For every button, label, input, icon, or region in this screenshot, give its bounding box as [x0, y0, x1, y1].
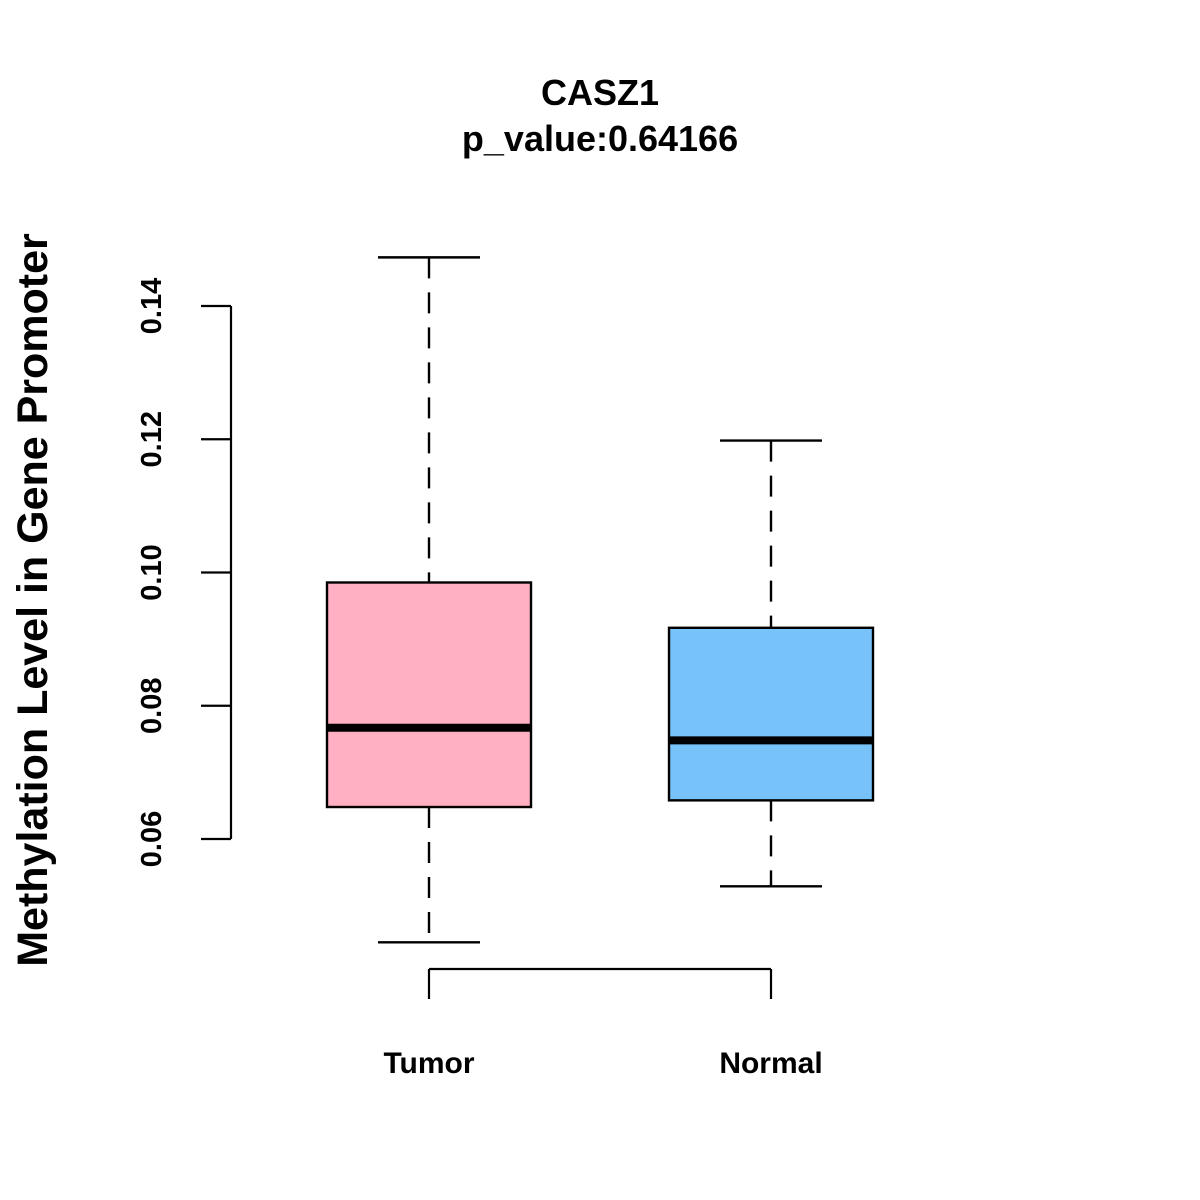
y-axis: 0.06 0.08 0.10 0.12 0.14: [136, 278, 233, 867]
chart-subtitle: p_value:0.64166: [462, 118, 738, 159]
x-tick-label: Tumor: [383, 1047, 474, 1080]
box-normal: [667, 439, 875, 888]
y-axis-label: Methylation Level in Gene Promoter: [9, 233, 57, 967]
boxes: [325, 256, 875, 944]
x-axis: Tumor Normal: [383, 967, 823, 1080]
iqr-box: [667, 626, 875, 802]
x-tick-label: Normal: [719, 1047, 822, 1080]
y-tick-label: 0.12: [136, 411, 168, 467]
y-tick-label: 0.06: [136, 811, 168, 867]
box-tumor: [325, 256, 533, 944]
y-tick-label: 0.10: [136, 544, 168, 600]
y-tick-label: 0.14: [136, 278, 168, 334]
y-tick-label: 0.08: [136, 678, 168, 734]
iqr-box: [325, 581, 533, 809]
chart-title: CASZ1: [541, 72, 659, 113]
